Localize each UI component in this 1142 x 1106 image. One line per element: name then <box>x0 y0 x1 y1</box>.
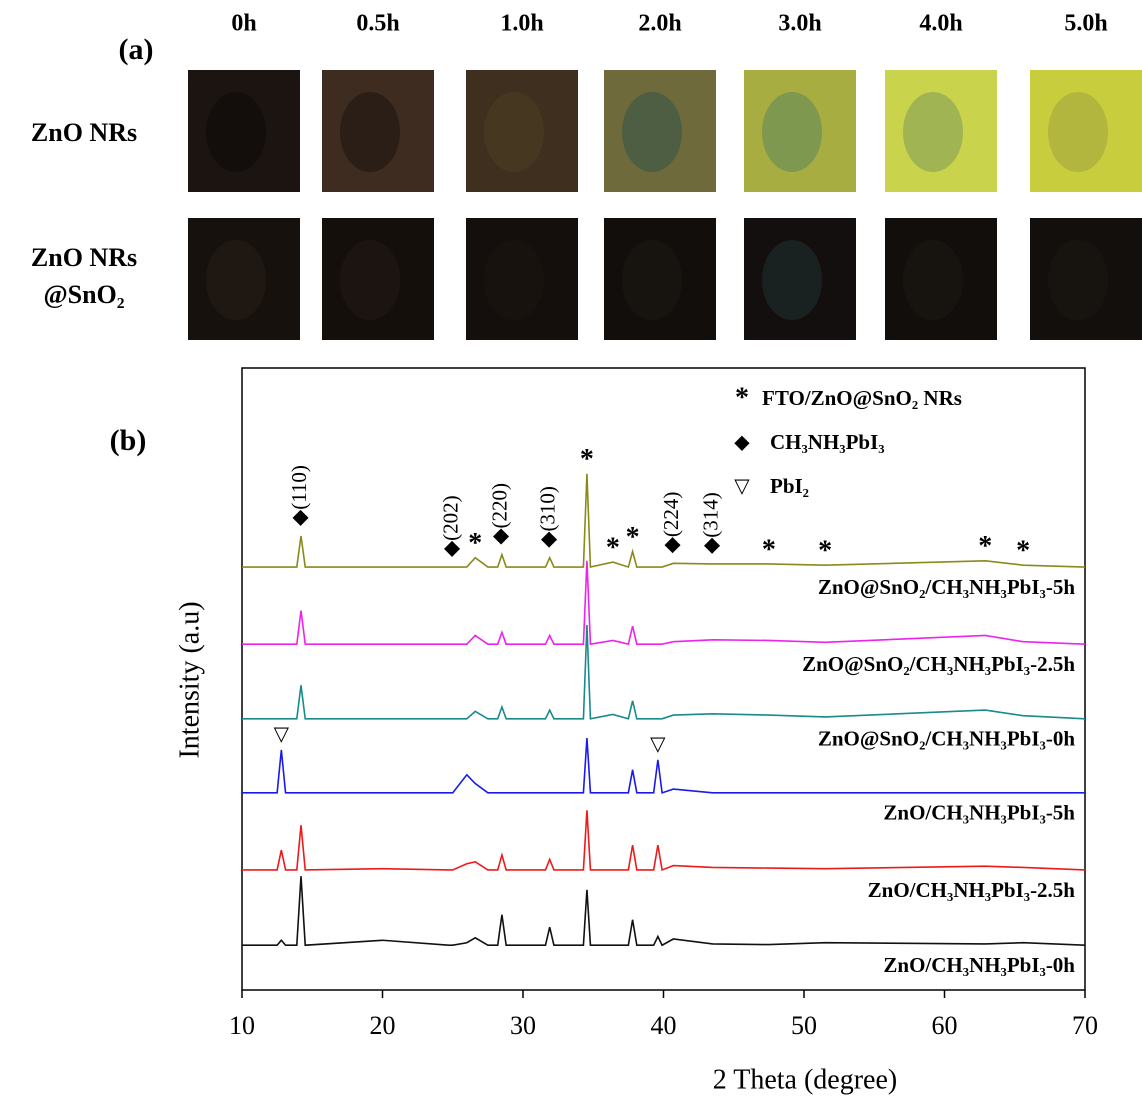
photo-shade <box>206 92 266 172</box>
legend-label: PbI₂ <box>770 474 809 498</box>
peak-marker: * <box>580 444 594 475</box>
series-label: ZnO@SnO₂/CH₃NH₃PbI₃-0h <box>818 727 1075 751</box>
peak-label: ◆(202) <box>439 495 463 557</box>
photo-shade <box>903 240 963 320</box>
xrd-pattern <box>242 560 1086 646</box>
peak-label: ◆(110) <box>287 465 311 526</box>
photo-shade <box>903 92 963 172</box>
photo-shade <box>1048 92 1108 172</box>
photo-shade <box>622 92 682 172</box>
photo-shade <box>206 240 266 320</box>
series-label: ZnO@SnO₂/CH₃NH₃PbI₃-5h <box>818 575 1075 599</box>
time-label: 2.0h <box>638 11 681 37</box>
peak-label: ◆(220) <box>488 483 512 545</box>
time-label: 0.5h <box>356 11 399 37</box>
peak-marker: * <box>978 531 992 562</box>
peak-label: ◆(314) <box>698 492 722 554</box>
photo-shade <box>340 92 400 172</box>
time-label: 0h <box>231 11 256 37</box>
time-label: 1.0h <box>500 11 543 37</box>
x-tick-label: 60 <box>932 1011 958 1040</box>
x-axis-label: 2 Theta (degree) <box>713 1064 898 1095</box>
photo-shade <box>484 240 544 320</box>
x-tick-label: 10 <box>229 1011 255 1040</box>
peak-marker: * <box>762 534 776 565</box>
xrd-pattern <box>242 876 1086 947</box>
panel-label: (b) <box>110 424 147 457</box>
x-tick-label: 40 <box>651 1011 677 1040</box>
series-label: ZnO/CH₃NH₃PbI₃-2.5h <box>868 878 1076 902</box>
series-label: ZnO/CH₃NH₃PbI₃-0h <box>883 953 1075 977</box>
x-tick-label: 20 <box>370 1011 396 1040</box>
photo-shade <box>1048 240 1108 320</box>
legend-symbol: * <box>735 382 749 413</box>
peak-marker: * <box>626 522 640 553</box>
xrd-pattern <box>242 473 1086 569</box>
time-label: 4.0h <box>919 11 962 37</box>
legend-symbol: ◆ <box>734 432 750 454</box>
row-label: @SnO₂ <box>43 280 124 309</box>
photo-shade <box>622 240 682 320</box>
x-tick-label: 30 <box>510 1011 536 1040</box>
row-label: ZnO NRs <box>31 118 137 147</box>
legend-symbol: ▽ <box>734 476 750 498</box>
peak-marker: ▽ <box>274 724 290 746</box>
photo-shade <box>762 92 822 172</box>
legend-label: CH₃NH₃PbI₃ <box>770 430 885 454</box>
x-tick-label: 70 <box>1072 1011 1098 1040</box>
x-tick-label: 50 <box>791 1011 817 1040</box>
time-label: 5.0h <box>1064 11 1107 37</box>
row-label: ZnO NRs <box>31 243 137 272</box>
peak-marker: * <box>606 532 620 563</box>
y-axis-label: Intensity (a.u) <box>174 601 205 758</box>
peak-label: ◆(310) <box>536 486 560 548</box>
series-label: ZnO@SnO₂/CH₃NH₃PbI₃-2.5h <box>802 652 1075 676</box>
peak-marker: * <box>468 528 482 559</box>
series-label: ZnO/CH₃NH₃PbI₃-5h <box>883 801 1075 825</box>
xrd-pattern <box>242 738 1085 794</box>
peak-marker: * <box>1016 536 1030 567</box>
peak-marker: * <box>818 536 832 567</box>
photo-shade <box>762 240 822 320</box>
peak-marker: ▽ <box>650 733 666 755</box>
xrd-pattern <box>242 624 1086 720</box>
time-label: 3.0h <box>778 11 821 37</box>
xrd-pattern <box>242 810 1086 872</box>
photo-shade <box>484 92 544 172</box>
peak-label: ◆(224) <box>659 492 683 554</box>
photo-shade <box>340 240 400 320</box>
legend-label: FTO/ZnO@SnO₂ NRs <box>762 386 962 410</box>
panel-label: (a) <box>119 33 154 66</box>
